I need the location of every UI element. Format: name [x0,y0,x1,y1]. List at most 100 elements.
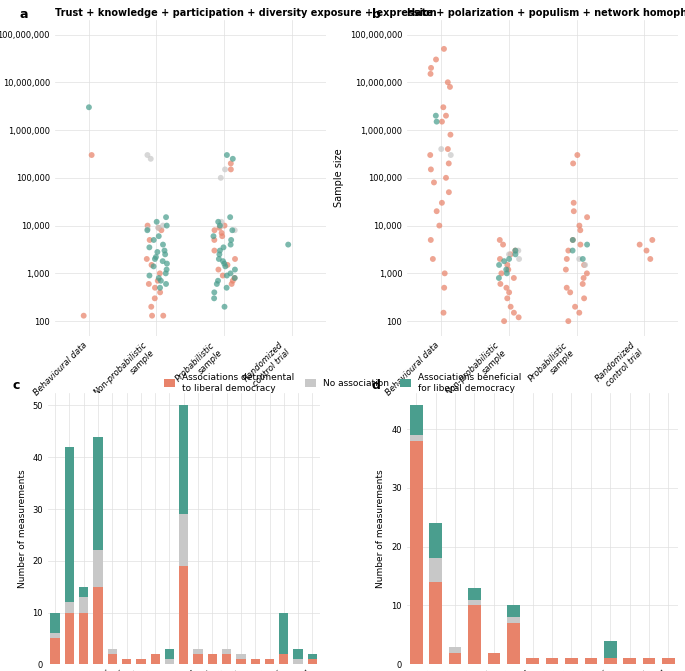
Point [160,268,171,278]
Point [436,144,447,154]
Point [495,254,506,264]
Bar [93,586,103,664]
Point [645,254,656,264]
Point [508,307,519,318]
Bar [65,613,74,664]
Bar [236,654,246,659]
Bar [179,405,188,514]
Point [221,282,232,293]
Point [212,278,223,289]
Point [438,282,449,293]
Point [152,275,163,286]
Point [574,254,585,264]
Point [429,177,440,188]
Bar [108,654,117,664]
Point [502,260,513,270]
Bar [293,659,303,664]
Point [508,272,519,283]
Point [149,293,160,304]
Bar [93,437,103,550]
Bar [265,659,274,664]
Bar [308,659,317,664]
Text: c: c [12,379,20,392]
Point [144,235,155,246]
Point [434,220,445,231]
Point [425,62,436,73]
Point [151,252,162,262]
Bar [79,597,88,613]
Bar [236,659,246,664]
Point [147,310,158,321]
Text: Hate + polarization + populism + network homophily + misinformation: Hate + polarization + populism + network… [407,8,685,18]
Bar [410,441,423,664]
Point [229,225,240,236]
Point [443,158,454,169]
Y-axis label: Number of measurements: Number of measurements [18,469,27,588]
Bar [604,641,616,658]
Point [438,102,449,113]
Point [152,247,163,258]
Point [216,220,227,231]
Point [577,278,588,289]
Point [578,272,589,283]
Point [501,282,512,293]
Point [494,260,505,270]
Point [560,264,571,275]
Point [503,249,514,260]
Point [156,225,167,236]
Point [221,150,232,160]
Bar [507,605,519,617]
Point [144,270,155,281]
Point [142,220,153,231]
Point [425,164,436,174]
Point [149,282,160,293]
Point [213,217,224,227]
Point [153,222,164,233]
Point [431,206,442,217]
Point [214,222,225,233]
Point [438,44,449,54]
Bar [51,613,60,633]
Point [564,287,575,298]
Point [219,258,229,269]
Point [582,212,593,223]
Text: Trust + knowledge + participation + diversity exposure + expression: Trust + knowledge + participation + dive… [55,8,436,18]
Point [436,197,447,208]
Point [158,240,169,250]
Point [219,164,230,174]
Bar [507,623,519,664]
Point [158,220,169,231]
Point [225,240,236,250]
Point [567,235,578,246]
Point [214,245,225,256]
Bar [179,566,188,664]
Point [440,110,451,121]
Point [501,264,512,275]
Point [215,172,226,183]
Bar [193,654,203,664]
Bar [108,649,117,654]
Bar [507,617,519,623]
Point [146,260,157,270]
Point [159,245,170,256]
Point [153,222,164,233]
Bar [208,654,217,664]
Point [162,258,173,269]
Point [425,68,436,79]
Point [148,261,159,272]
Bar [643,658,656,664]
Point [158,256,169,266]
Bar [279,654,288,664]
Point [505,249,516,260]
Bar [623,658,636,664]
Point [144,242,155,253]
Point [225,235,236,246]
Point [579,293,590,304]
Point [145,154,156,164]
Bar [565,658,577,664]
Point [225,158,236,169]
Point [443,144,453,154]
Point [561,282,572,293]
Point [577,254,588,264]
Point [572,150,583,160]
